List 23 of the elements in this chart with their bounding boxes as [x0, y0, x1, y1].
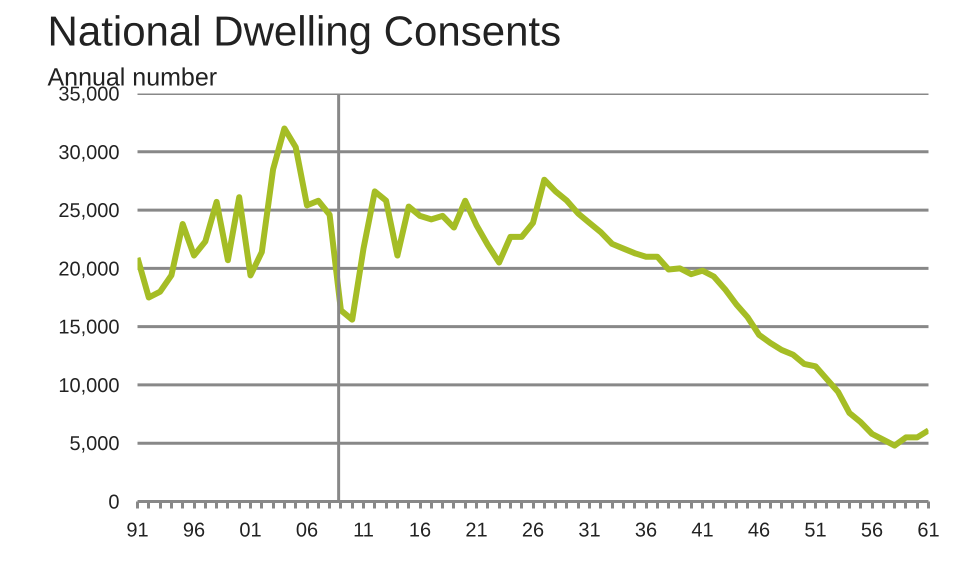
y-tick-label: 10,000 — [58, 374, 120, 397]
x-tick-label: 01 — [239, 520, 262, 542]
x-tick-label: 61 — [917, 520, 940, 542]
x-tick-label: 31 — [578, 520, 601, 542]
x-tick-label: 46 — [748, 520, 770, 542]
x-tick-label: 96 — [182, 520, 206, 542]
x-tick-label: 16 — [408, 520, 432, 542]
y-tick-label: 15,000 — [58, 316, 120, 339]
x-tick-label: 41 — [691, 520, 714, 542]
x-tick-label: 91 — [126, 520, 149, 542]
y-tick-label: 5,000 — [69, 433, 120, 456]
y-tick-label: 20,000 — [58, 258, 120, 280]
x-tick-label: 36 — [634, 520, 658, 542]
x-tick-label: 51 — [804, 520, 827, 542]
y-tick-label: 25,000 — [58, 200, 120, 222]
x-tick-label: 11 — [353, 520, 374, 542]
x-tick-label: 26 — [522, 520, 544, 542]
x-tick-label: 21 — [465, 520, 488, 542]
y-tick-label: 0 — [108, 492, 120, 514]
y-tick-label: 30,000 — [58, 142, 120, 164]
chart-title: National Dwelling Consents — [48, 8, 562, 54]
x-tick-label: 06 — [296, 520, 318, 542]
x-tick-label: 56 — [860, 520, 884, 542]
